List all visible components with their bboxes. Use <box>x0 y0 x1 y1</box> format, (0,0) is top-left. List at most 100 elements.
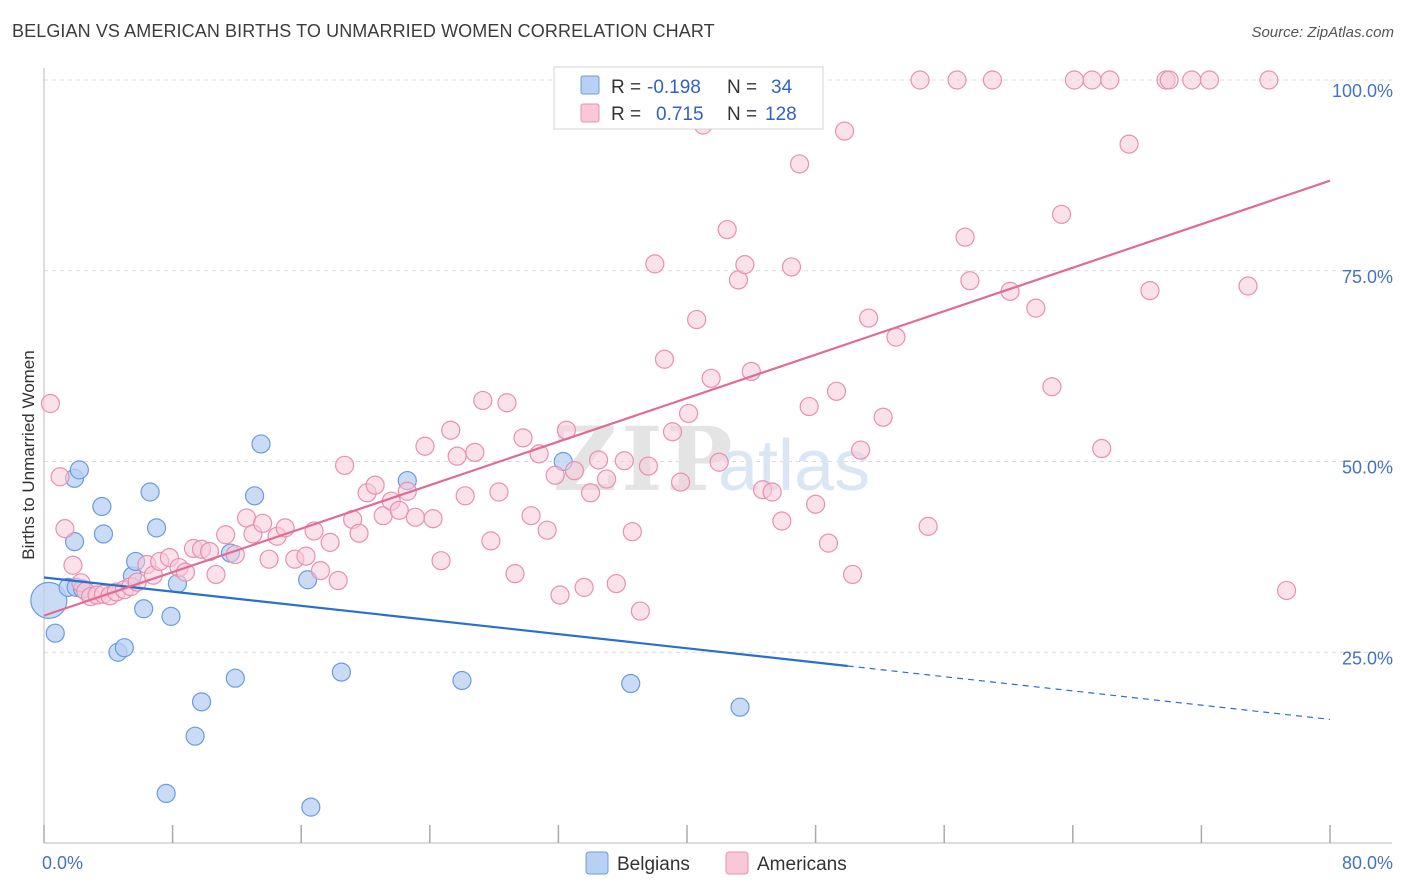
legend-r-label-americans: R = <box>611 104 641 125</box>
americans-point-84 <box>701 368 721 388</box>
americans-point-28 <box>253 513 273 533</box>
americans-point-93 <box>781 257 802 277</box>
belgians-point-22 <box>225 668 245 688</box>
series-legend: Belgians Americans <box>585 851 847 875</box>
belgians-point-24 <box>251 434 271 454</box>
belgians-point-13 <box>134 599 154 619</box>
belgians-point-6 <box>64 532 85 552</box>
americans-point-45 <box>389 500 409 520</box>
legend-n-label-americans: N = <box>727 104 757 125</box>
americans-point-96 <box>805 494 826 514</box>
americans-point-92 <box>772 511 792 531</box>
americans-point-70 <box>588 450 609 470</box>
americans-point-124 <box>1199 70 1220 90</box>
watermark-atlas: atlas <box>718 426 870 506</box>
americans-point-94 <box>789 154 810 174</box>
americans-point-3 <box>63 555 83 575</box>
americans-point-54 <box>465 442 485 462</box>
y-tick-label-75: 75.0% <box>1342 267 1393 287</box>
americans-point-91 <box>762 482 782 502</box>
belgians-point-31 <box>621 673 641 694</box>
belgians-point-17 <box>161 606 181 626</box>
americans-point-19 <box>175 562 196 582</box>
americans-point-74 <box>622 522 642 542</box>
americans-point-69 <box>580 483 601 503</box>
belgians-point-32 <box>730 697 750 717</box>
americans-point-65 <box>550 585 570 605</box>
legend-r-value-americans: 0.715 <box>656 104 704 125</box>
americans-point-122 <box>1159 70 1179 90</box>
americans-point-118 <box>1100 70 1120 90</box>
americans-point-50 <box>431 551 451 571</box>
y-axis-label: Births to Unmarried Women <box>19 350 38 559</box>
americans-point-106 <box>918 516 938 536</box>
americans-point-86 <box>717 219 737 240</box>
americans-point-110 <box>982 70 1003 90</box>
belgians-point-14 <box>140 482 160 502</box>
axes <box>43 68 1392 844</box>
y-tick-label-50: 50.0% <box>1342 458 1393 478</box>
americans-point-33 <box>296 546 316 566</box>
bottom-legend-swatch-americans <box>725 851 749 875</box>
americans-point-53 <box>455 486 475 506</box>
trendlines <box>43 179 1331 720</box>
x-tick-label-max: 80.0% <box>1342 853 1393 873</box>
americans-point-108 <box>955 227 975 247</box>
bottom-legend-label-belgians: Belgians <box>617 854 690 875</box>
americans-point-58 <box>497 393 517 413</box>
americans-point-68 <box>574 577 594 597</box>
americans-point-61 <box>521 506 541 526</box>
americans-point-42 <box>365 475 385 495</box>
americans-point-120 <box>1140 280 1160 301</box>
americans-point-112 <box>1026 298 1046 318</box>
americans-point-117 <box>1092 438 1112 459</box>
x-tick-label-min: 0.0% <box>42 853 83 873</box>
americans-point-35 <box>310 561 331 581</box>
belgians-point-10 <box>114 638 134 658</box>
legend-swatch-americans <box>580 103 600 123</box>
belgians-point-27 <box>331 662 351 682</box>
belgians-point-29 <box>452 670 472 691</box>
belgians-point-19 <box>185 726 205 746</box>
americans-point-2 <box>55 519 75 539</box>
americans-point-97 <box>818 533 839 553</box>
belgians-point-8 <box>92 496 112 517</box>
americans-point-40 <box>349 523 369 543</box>
americans-point-116 <box>1082 70 1102 90</box>
gridlines <box>44 79 1392 653</box>
americans-point-73 <box>614 451 634 471</box>
correlation-legend: R = -0.198 N = 34 R = 0.715 N = 128 <box>553 66 824 130</box>
belgians-point-0 <box>30 581 68 619</box>
americans-point-107 <box>947 70 967 90</box>
belgians-trendline-extension <box>847 665 1331 720</box>
americans-point-56 <box>481 531 501 551</box>
americans-point-72 <box>606 573 626 594</box>
belgians-point-20 <box>191 692 212 712</box>
y-tick-label-100: 100.0% <box>1332 81 1393 101</box>
americans-point-29 <box>259 549 279 569</box>
americans-point-99 <box>834 121 855 141</box>
americans-point-115 <box>1064 70 1085 90</box>
americans-point-0 <box>40 393 61 414</box>
americans-point-37 <box>328 570 348 591</box>
americans-points <box>40 70 1297 621</box>
belgians-point-23 <box>244 486 265 506</box>
belgians-point-15 <box>146 518 167 538</box>
americans-point-113 <box>1042 377 1062 397</box>
americans-point-105 <box>910 70 930 90</box>
americans-point-24 <box>216 525 236 545</box>
americans-point-48 <box>415 436 435 456</box>
belgians-trendline <box>43 576 848 668</box>
americans-point-52 <box>447 446 467 466</box>
belgians-point-16 <box>156 783 176 804</box>
americans-point-125 <box>1238 276 1258 296</box>
americans-point-82 <box>687 309 707 330</box>
y-tick-label-25: 25.0% <box>1342 648 1393 668</box>
americans-point-102 <box>859 308 879 328</box>
americans-point-80 <box>670 472 691 492</box>
legend-n-value-belgians: 34 <box>771 77 793 98</box>
americans-point-101 <box>851 440 871 460</box>
legend-r-value-belgians: -0.198 <box>647 77 701 98</box>
americans-point-26 <box>236 508 257 528</box>
